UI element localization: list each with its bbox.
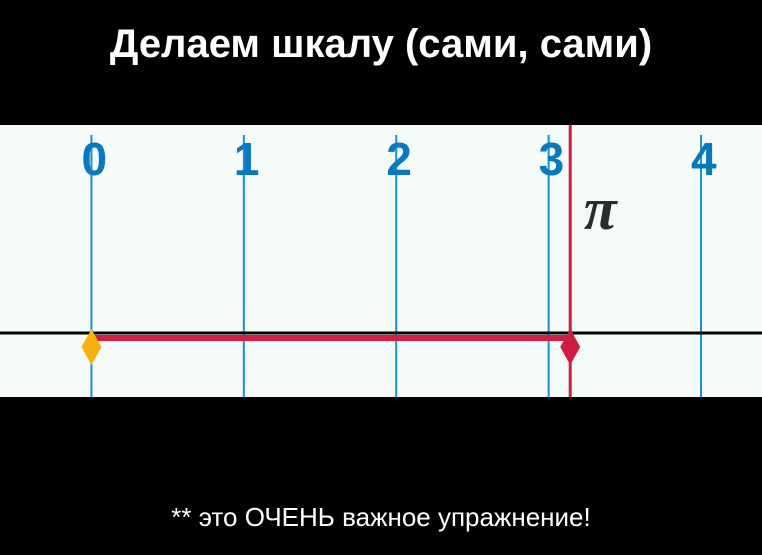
tick-label: 4 [691, 133, 717, 185]
chart-background [0, 125, 762, 397]
tick-label: 1 [234, 133, 260, 185]
number-line-chart: 0 1 2 3 4 π [0, 125, 762, 397]
number-line-svg: 0 1 2 3 4 π [0, 125, 762, 397]
tick-label: 0 [81, 133, 107, 185]
pi-label: π [584, 176, 619, 242]
slide-title: Делаем шкалу (сами, сами) [0, 22, 762, 67]
slide: Делаем шкалу (сами, сами) 0 1 2 3 4 π ** это … [0, 0, 762, 555]
tick-label: 2 [386, 133, 412, 185]
tick-label: 3 [539, 133, 565, 185]
slide-footnote: ** это ОЧЕНЬ важное упражнение! [0, 502, 762, 533]
